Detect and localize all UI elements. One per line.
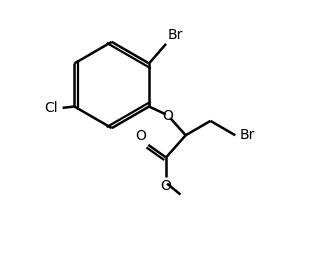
Text: Cl: Cl: [44, 101, 57, 115]
Text: O: O: [135, 129, 146, 143]
Text: O: O: [161, 179, 172, 193]
Text: O: O: [162, 109, 173, 123]
Text: Br: Br: [239, 128, 255, 142]
Text: Br: Br: [167, 28, 183, 42]
